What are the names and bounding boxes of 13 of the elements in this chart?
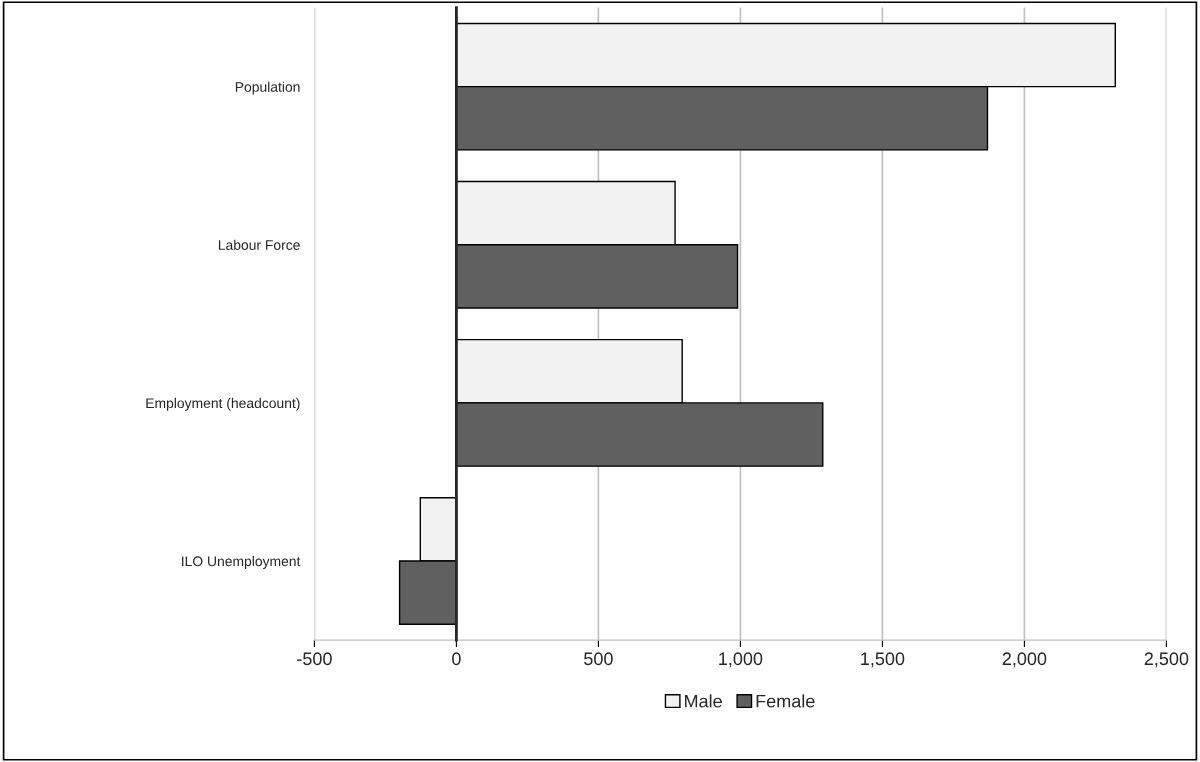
y-tick-label: Population xyxy=(235,81,300,95)
x-tick-label: 0 xyxy=(452,652,461,666)
x-tick-label: 500 xyxy=(584,652,613,666)
x-tick-label: 2,000 xyxy=(1002,652,1047,668)
y-tick-label: ILO Unemployment xyxy=(182,555,301,569)
legend-label: Female xyxy=(756,694,815,708)
legend-label: Male xyxy=(684,694,722,708)
y-tick-label: Employment (headcount) xyxy=(146,397,300,411)
y-tick-label: Labour Force xyxy=(218,239,300,250)
x-tick-label: 1,000 xyxy=(719,652,763,668)
x-tick-label: 2,500 xyxy=(1144,652,1189,668)
x-tick-label: 1,500 xyxy=(861,652,905,668)
x-tick-label: -500 xyxy=(297,652,332,666)
